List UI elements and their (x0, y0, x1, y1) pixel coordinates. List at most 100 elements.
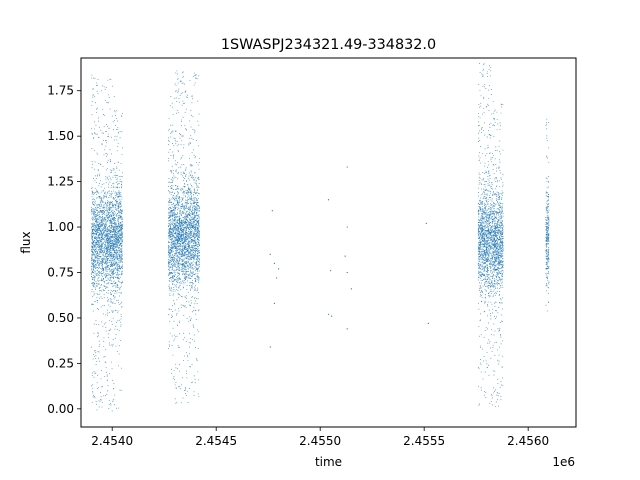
data-point (116, 249, 118, 251)
data-point (109, 171, 111, 173)
data-point (171, 207, 173, 209)
data-point (112, 242, 114, 244)
data-point (198, 243, 200, 245)
data-point (121, 115, 123, 117)
data-point (91, 249, 93, 251)
data-point (99, 210, 101, 212)
data-point (110, 237, 112, 238)
data-point (111, 226, 113, 228)
data-point (110, 226, 112, 228)
data-point (172, 293, 174, 295)
data-point (189, 209, 190, 211)
data-point (121, 217, 123, 219)
data-point (95, 281, 97, 282)
data-point (173, 260, 175, 262)
data-point (198, 183, 200, 184)
data-point (182, 232, 184, 234)
data-point (101, 184, 103, 185)
data-point (111, 222, 113, 224)
data-point (101, 252, 103, 254)
data-point (112, 243, 114, 245)
data-point (182, 177, 184, 179)
data-point (189, 215, 190, 216)
data-point (109, 320, 111, 321)
data-point (112, 242, 114, 243)
data-point (171, 231, 173, 233)
data-point (180, 259, 182, 261)
data-point (168, 284, 170, 286)
data-point (116, 269, 118, 271)
data-point (92, 163, 93, 165)
data-point (196, 298, 198, 300)
data-point (170, 155, 172, 157)
data-point (99, 226, 101, 228)
data-point (174, 226, 176, 228)
data-point (176, 112, 178, 114)
data-point (194, 205, 196, 207)
data-point (117, 143, 119, 144)
data-point (119, 254, 121, 256)
data-point (197, 269, 199, 270)
data-point (195, 199, 197, 201)
data-point (109, 223, 111, 225)
data-point (109, 201, 111, 203)
data-point (179, 385, 181, 387)
data-point (120, 282, 122, 284)
data-point (176, 312, 178, 314)
data-point (114, 212, 116, 214)
data-point (191, 296, 193, 298)
data-point (100, 202, 102, 204)
data-point (173, 225, 174, 227)
data-point (182, 188, 184, 190)
data-point (169, 219, 171, 221)
data-point (184, 192, 186, 194)
data-point (168, 118, 170, 120)
data-point (178, 188, 180, 190)
data-point (110, 264, 112, 265)
data-point (98, 237, 100, 239)
data-point (109, 192, 111, 194)
data-point (92, 225, 94, 227)
data-point (103, 204, 105, 206)
data-point (197, 186, 199, 187)
data-point (106, 203, 108, 205)
data-point (181, 212, 183, 214)
data-point (194, 202, 195, 204)
data-point (103, 285, 105, 287)
data-point (98, 351, 100, 353)
data-point (92, 396, 94, 398)
data-point (121, 301, 123, 303)
data-point (199, 210, 200, 212)
data-point (114, 218, 116, 219)
data-point (171, 277, 173, 279)
data-point (93, 249, 95, 251)
data-point (109, 158, 111, 160)
data-point (93, 260, 95, 262)
data-point (99, 215, 100, 217)
data-point (170, 201, 172, 203)
data-point (192, 197, 194, 199)
data-point (183, 277, 185, 279)
data-point (180, 210, 182, 211)
data-point (171, 372, 173, 374)
data-point (171, 170, 173, 172)
data-point (91, 101, 93, 103)
data-point (174, 254, 175, 256)
data-point (185, 277, 187, 279)
data-point (179, 347, 180, 348)
data-point (186, 220, 188, 221)
data-point (181, 121, 183, 123)
data-point (103, 270, 104, 272)
data-point (119, 250, 121, 252)
data-point (95, 219, 97, 221)
data-point (172, 114, 174, 115)
data-point (197, 204, 199, 206)
data-point (167, 268, 169, 270)
data-point (111, 153, 112, 155)
data-point (169, 215, 170, 217)
data-point (117, 257, 119, 259)
data-point (182, 155, 184, 157)
data-point (111, 240, 113, 242)
data-point (181, 205, 183, 207)
data-point (95, 217, 97, 219)
